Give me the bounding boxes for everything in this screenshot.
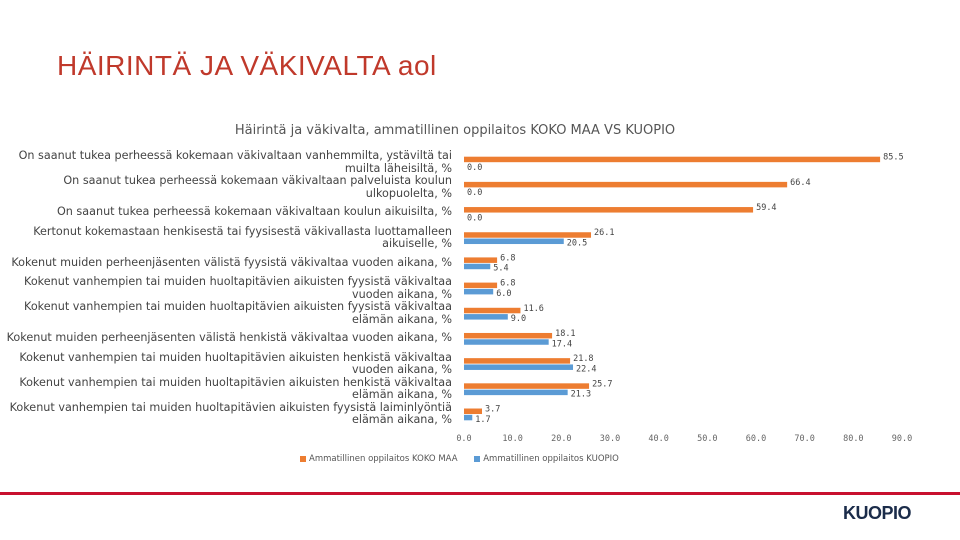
data-label-kuopio: 9.0 <box>511 314 526 324</box>
x-tick-label: 20.0 <box>551 434 571 444</box>
category-label: Kokenut vanhempien tai muiden huoltapitä… <box>24 275 452 301</box>
data-label-koko-maa: 6.8 <box>500 253 515 263</box>
category-label: Kokenut vanhempien tai muiden huoltapitä… <box>24 300 452 326</box>
legend-item-kuopio: Ammatillinen oppilaitos KUOPIO <box>474 454 619 464</box>
data-label-koko-maa: 85.5 <box>883 153 903 163</box>
chart-legend: Ammatillinen oppilaitos KOKO MAA Ammatil… <box>300 454 633 464</box>
category-label: On saanut tukea perheessä kokemaan väkiv… <box>18 149 452 175</box>
data-label-koko-maa: 25.7 <box>592 379 612 389</box>
x-tick-label: 90.0 <box>892 434 912 444</box>
data-label-koko-maa: 3.7 <box>485 405 500 415</box>
data-label-koko-maa: 21.8 <box>573 354 593 364</box>
bar-koko-maa <box>464 307 521 314</box>
footer-divider <box>0 492 960 495</box>
bar-koko-maa <box>464 383 590 389</box>
bar-kuopio <box>464 364 574 370</box>
bar-koko-maa <box>464 358 571 364</box>
x-tick-label: 10.0 <box>502 434 522 444</box>
bar-koko-maa <box>464 181 788 188</box>
category-label: Kokenut muiden perheenjäsenten välistä h… <box>6 331 452 345</box>
x-tick-label: 50.0 <box>697 434 717 444</box>
bar-koko-maa <box>464 257 498 263</box>
bar-koko-maa <box>464 282 498 289</box>
bar-kuopio <box>464 288 494 295</box>
bar-koko-maa <box>464 408 483 415</box>
category-label: Kokenut muiden perheenjäsenten välistä f… <box>11 255 452 269</box>
data-label-kuopio: 0.0 <box>467 213 482 223</box>
x-tick-label: 60.0 <box>746 434 766 444</box>
category-label: On saanut tukea perheessä kokemaan väkiv… <box>63 174 452 200</box>
x-tick-label: 70.0 <box>794 434 814 444</box>
legend-swatch-kuopio <box>474 455 481 462</box>
bar-chart: 0.0 10.0 20.0 30.0 40.0 50.0 60.0 70.0 80.0 90.0 8… <box>456 153 912 444</box>
data-label-kuopio: 0.0 <box>467 188 482 198</box>
data-label-koko-maa: 6.8 <box>500 279 515 289</box>
data-label-kuopio: 17.4 <box>552 339 572 349</box>
data-label-kuopio: 5.4 <box>493 264 508 274</box>
bar-kuopio <box>464 389 568 396</box>
legend-label-kuopio: Ammatillinen oppilaitos KUOPIO <box>483 454 619 464</box>
bar-koko-maa <box>464 332 553 339</box>
data-label-koko-maa: 18.1 <box>555 329 575 339</box>
legend-swatch-koko-maa <box>300 455 306 462</box>
x-tick-label: 80.0 <box>843 434 863 444</box>
bar-kuopio <box>464 238 564 245</box>
data-label-koko-maa: 59.4 <box>756 203 776 213</box>
category-label: Kokenut vanhempien tai muiden huoltapitä… <box>19 350 452 377</box>
data-label-kuopio: 1.7 <box>475 415 490 425</box>
kuopio-logo: KUOPIO <box>843 503 912 523</box>
data-label-kuopio: 6.0 <box>496 289 511 299</box>
bar-koko-maa <box>464 156 881 163</box>
bar-kuopio <box>464 314 508 320</box>
legend-item-koko-maa: Ammatillinen oppilaitos KOKO MAA <box>300 454 458 464</box>
category-label: Kokenut vanhempien tai muiden huoltapitä… <box>19 375 452 402</box>
slide-title: HÄIRINTÄ JA VÄKIVALTA aol <box>57 50 437 81</box>
data-label-koko-maa: 11.6 <box>523 304 543 314</box>
x-tick-label: 40.0 <box>648 434 668 444</box>
data-label-kuopio: 22.4 <box>576 364 596 374</box>
category-label: Kokenut vanhempien tai muiden huoltapitä… <box>9 400 452 427</box>
data-label-koko-maa: 66.4 <box>790 178 810 188</box>
data-label-kuopio: 0.0 <box>467 163 482 173</box>
bar-koko-maa <box>464 232 592 238</box>
x-tick-label: 30.0 <box>600 434 620 444</box>
legend-label-koko-maa: Ammatillinen oppilaitos KOKO MAA <box>309 454 458 464</box>
category-label: On saanut tukea perheessä kokemaan väkiv… <box>56 205 452 219</box>
bar-koko-maa <box>464 207 754 213</box>
bar-kuopio <box>464 263 491 270</box>
x-tick-label: 0.0 <box>456 434 471 444</box>
bar-kuopio <box>464 339 549 345</box>
data-label-koko-maa: 26.1 <box>594 228 614 238</box>
bar-kuopio <box>464 414 473 421</box>
data-label-kuopio: 21.3 <box>571 390 591 400</box>
category-label: Kertonut kokemastaan henkisestä tai fyys… <box>33 224 452 251</box>
chart-title: Häirintä ja väkivalta, ammatillinen oppi… <box>234 123 676 138</box>
data-label-kuopio: 20.5 <box>567 239 587 249</box>
